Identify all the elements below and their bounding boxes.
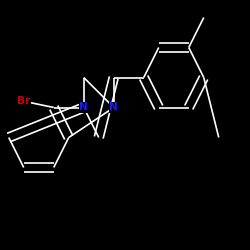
- Text: Br: Br: [17, 96, 30, 106]
- Text: N: N: [110, 102, 118, 113]
- Text: N: N: [80, 102, 88, 113]
